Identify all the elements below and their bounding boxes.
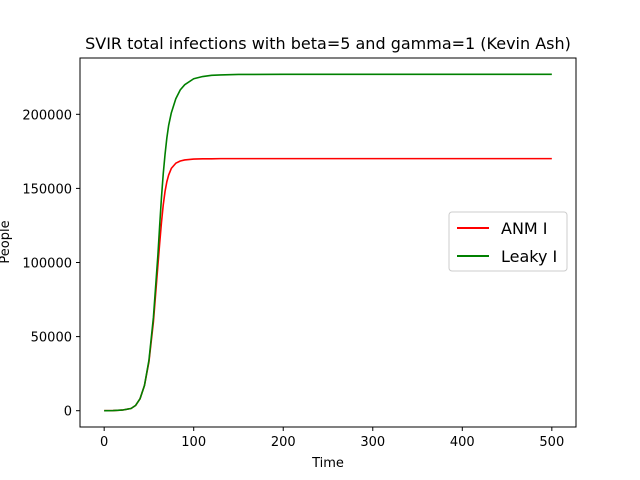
series-line-2 (104, 73, 552, 412)
x-tick-label: 0 (100, 435, 108, 450)
x-tick-label: 400 (450, 435, 475, 450)
legend: ANM I Leaky I (448, 211, 568, 272)
chart-title: SVIR total infections with beta=5 and ga… (85, 34, 571, 53)
x-tick-label: 300 (360, 435, 385, 450)
series-line-1 (104, 157, 552, 412)
plot-frame (79, 57, 577, 428)
y-tick-label: 50000 (31, 331, 72, 346)
legend-label: Leaky I (501, 247, 557, 266)
y-tick-label: 0 (64, 405, 72, 420)
y-tick-label: 150000 (22, 182, 72, 197)
x-axis-label: Time (311, 456, 344, 471)
y-axis-label: People (0, 220, 13, 263)
y-axis: 0 50000 100000 150000 200000 (22, 108, 80, 420)
plot-series (104, 73, 552, 412)
x-tick-label: 100 (181, 435, 206, 450)
y-tick-label: 100000 (22, 257, 72, 272)
y-tick-label: 200000 (22, 108, 72, 123)
legend-label: ANM I (501, 219, 548, 238)
x-axis: 0 100 200 300 400 500 (100, 427, 564, 450)
x-tick-label: 500 (539, 435, 564, 450)
x-tick-label: 200 (271, 435, 296, 450)
